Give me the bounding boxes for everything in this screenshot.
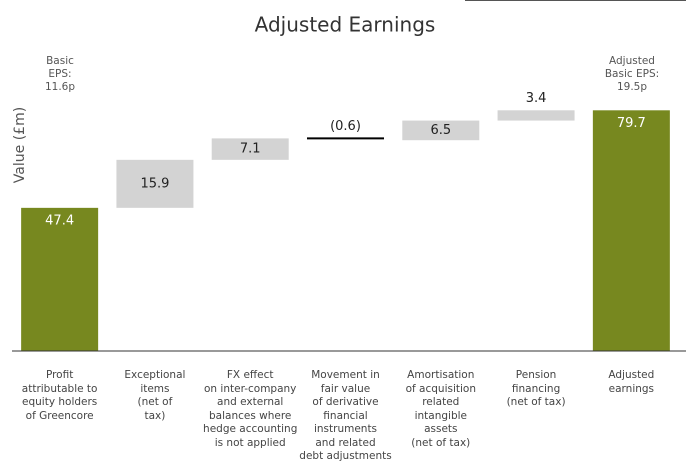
data-label: 3.4 [526, 91, 547, 106]
data-label: 15.9 [140, 176, 169, 191]
x-tick-label: Profit attributable to equity holders of… [21, 369, 98, 422]
bar [402, 120, 480, 141]
data-label: 79.7 [617, 116, 646, 131]
bar [116, 159, 194, 208]
annotation: Basic EPS: 11.6p [44, 55, 76, 93]
y-axis-label: Value (£m) [12, 107, 28, 183]
bar [21, 207, 99, 351]
bar [211, 138, 289, 160]
data-label: 6.5 [430, 123, 451, 138]
x-tick-label: Pension financing (net of tax) [506, 369, 566, 408]
bar [592, 110, 670, 351]
data-label: 47.4 [45, 213, 74, 228]
annotation: Adjusted Basic EPS: 19.5p [604, 55, 660, 93]
bar [497, 110, 575, 121]
x-tick-label: Adjusted earnings [608, 369, 655, 395]
x-tick-label: Exceptional items (net of tax) [124, 369, 186, 422]
data-label: 7.1 [240, 142, 261, 157]
chart-title: Adjusted Earnings [255, 13, 436, 37]
x-tick-label: FX effect on inter-company and external … [203, 369, 298, 449]
x-tick-label: Movement in fair value of derivative fin… [299, 369, 392, 462]
data-label: (0.6) [330, 119, 361, 134]
x-tick-label: Amortisation of acquisition related inta… [405, 369, 476, 449]
